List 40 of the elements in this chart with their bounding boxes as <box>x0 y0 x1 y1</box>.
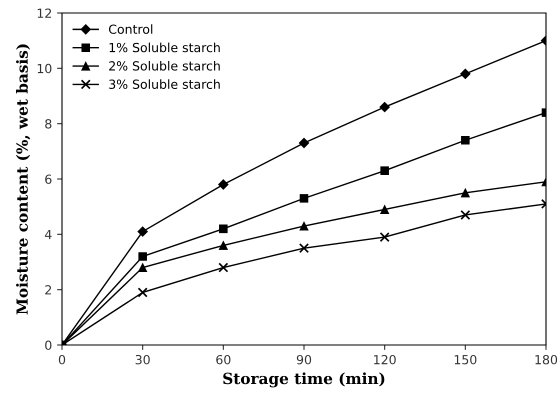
point <box>380 166 389 175</box>
point <box>138 263 148 272</box>
y-tick-label: 0 <box>45 340 52 350</box>
point <box>460 210 470 220</box>
point <box>138 287 148 298</box>
x-tick-label: 30 <box>136 354 150 364</box>
point <box>298 138 310 148</box>
y-tick-label: 10 <box>38 64 52 74</box>
point <box>380 232 390 242</box>
legend-label: Control <box>108 24 152 34</box>
point <box>138 252 147 261</box>
y-tick-label: 8 <box>45 119 52 129</box>
x-axis-title: Storage time (min) <box>223 372 384 388</box>
legend-label: 1% Soluble starch <box>110 42 220 52</box>
point <box>461 136 470 145</box>
y-tick-label: 12 <box>38 8 52 18</box>
x-tick-label: 120 <box>374 354 396 364</box>
y-tick-label: 2 <box>45 285 52 294</box>
point <box>460 68 471 80</box>
x-tick-label: 180 <box>535 354 558 364</box>
point <box>299 243 309 254</box>
legend-label: 3% Soluble starch <box>109 79 220 89</box>
point <box>460 188 470 198</box>
point <box>379 102 390 112</box>
y-tick-label: 4 <box>44 230 52 240</box>
point <box>218 262 228 273</box>
point <box>300 194 308 203</box>
point <box>219 224 228 234</box>
point <box>137 226 148 237</box>
y-axis-title: Moisture content (%, wet basis) <box>16 44 30 314</box>
legend-label: 2% Soluble starch <box>109 60 220 71</box>
x-tick-label: 90 <box>296 354 312 364</box>
x-tick-label: 150 <box>454 354 476 364</box>
point <box>218 179 229 190</box>
y-tick-label: 6 <box>45 174 52 184</box>
point <box>380 204 390 214</box>
point <box>299 222 309 231</box>
point <box>218 240 228 250</box>
x-tick-label: 60 <box>216 354 230 364</box>
x-tick-label: 0 <box>58 354 66 364</box>
